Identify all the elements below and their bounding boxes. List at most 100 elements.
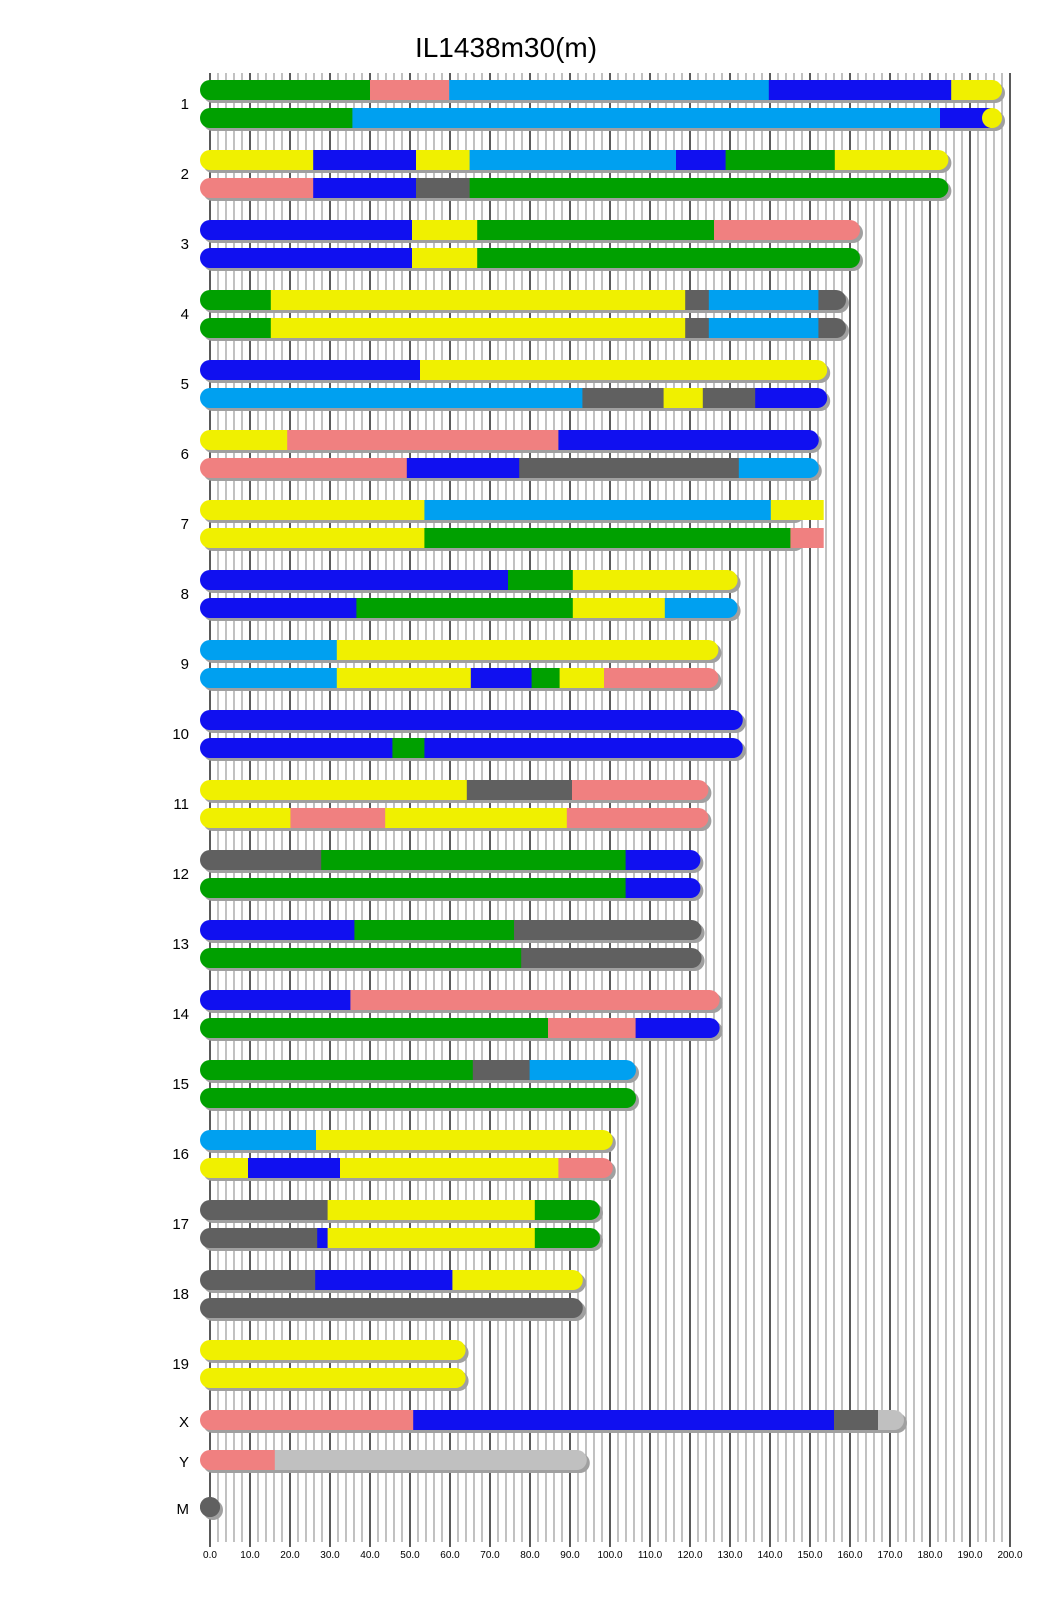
segment-P — [604, 668, 709, 688]
chromosome-7: 7 — [181, 500, 824, 551]
segment-B — [210, 990, 351, 1010]
haplotype-bar — [200, 710, 746, 733]
chromosome-y: Y — [179, 1450, 590, 1473]
chromosome-x: X — [179, 1410, 907, 1433]
segment-L — [424, 500, 772, 520]
segment-Y — [210, 528, 425, 548]
segment-B — [406, 458, 520, 478]
haplotype-bar — [200, 920, 705, 943]
chromosome-label: Y — [179, 1454, 189, 1471]
segment-Y — [210, 1340, 457, 1360]
haplotype-bar — [200, 1158, 616, 1181]
segment-D — [834, 1410, 879, 1430]
segment-L — [708, 290, 819, 310]
segment-P — [370, 80, 450, 100]
segment-S — [274, 1450, 578, 1470]
segment-Y — [452, 1270, 574, 1290]
segment-D — [210, 1200, 329, 1220]
segment-Y — [412, 248, 478, 268]
haplotype-bar — [200, 458, 822, 481]
segment-Y — [210, 500, 425, 520]
chromosome-label: 14 — [172, 1006, 189, 1023]
segment-D — [702, 388, 756, 408]
segment-L — [664, 598, 729, 618]
haplotype-bar — [200, 1368, 469, 1391]
chromosome-label: 9 — [181, 656, 189, 673]
chromosome-19: 19 — [172, 1340, 469, 1391]
x-axis-ticks: 0.0 10.0 20.0 30.0 40.0 50.0 60.0 70.0 80.0 90.0 1… — [203, 1550, 1023, 1561]
segment-D — [519, 458, 740, 478]
chromosome-18: 18 — [172, 1270, 586, 1321]
segment-Y — [385, 808, 568, 828]
segment-G — [210, 1088, 627, 1108]
segment-B — [210, 220, 413, 240]
haplotype-bar — [200, 738, 746, 761]
segment-D — [685, 318, 710, 338]
segment-B — [210, 570, 509, 590]
segment-Y — [210, 1368, 457, 1388]
haplotype-bar — [200, 990, 723, 1013]
segment-Y — [327, 1200, 536, 1220]
chromosome-label: 1 — [181, 96, 189, 113]
x-tick-label: 140.0 — [757, 1550, 782, 1561]
segment-B — [413, 1410, 835, 1430]
segment-B — [940, 108, 991, 128]
haplotype-bar — [200, 1298, 586, 1321]
chromosome-11: 11 — [173, 780, 712, 831]
haplotype-bar — [200, 1200, 603, 1223]
chromosome-14: 14 — [172, 990, 723, 1041]
segment-G — [210, 80, 371, 100]
segment-Y — [951, 80, 993, 100]
segment-B — [676, 150, 727, 170]
segment-D — [466, 780, 573, 800]
segment-Y — [663, 388, 704, 408]
segment-G — [210, 1018, 549, 1038]
segment-B — [470, 668, 533, 688]
haplotype-bar — [200, 570, 741, 593]
haplotype-bar — [200, 1018, 723, 1041]
segment-Y — [990, 108, 993, 128]
segment-D — [685, 290, 710, 310]
segment-Y — [270, 290, 686, 310]
segment-G — [354, 920, 515, 940]
segment-B — [210, 920, 355, 940]
chromosome-16: 16 — [172, 1130, 616, 1181]
segment-G — [477, 220, 715, 240]
chromosome-label: 17 — [172, 1216, 189, 1233]
x-tick-label: 190.0 — [957, 1550, 982, 1561]
chromosome-label: 11 — [173, 796, 189, 813]
haplotype-bar — [200, 808, 712, 831]
haplotype-bar — [200, 878, 704, 901]
chromosome-12: 12 — [172, 850, 704, 901]
chromosome-label: 4 — [181, 306, 189, 323]
segment-B — [313, 150, 417, 170]
segment-D — [210, 1270, 316, 1290]
haplotype-bar — [200, 178, 952, 201]
segment-P — [210, 178, 314, 198]
chromosome-13: 13 — [172, 920, 705, 971]
segment-Y — [210, 430, 288, 450]
segment-L — [210, 668, 338, 688]
segment-Y — [210, 150, 314, 170]
segment-L — [352, 108, 941, 128]
x-tick-label: 170.0 — [877, 1550, 902, 1561]
chromosome-label: 15 — [172, 1076, 189, 1093]
haplotype-bar — [200, 528, 824, 551]
segment-G — [534, 1200, 591, 1220]
haplotype-bar — [200, 150, 952, 173]
segment-G — [210, 948, 522, 968]
chromosome-2: 2 — [181, 150, 952, 201]
haplotype-bar — [200, 318, 849, 341]
segment-D — [818, 318, 837, 338]
segment-D — [472, 1060, 531, 1080]
haplotype-bar — [200, 248, 863, 271]
x-tick-label: 90.0 — [560, 1550, 580, 1561]
segment-L — [708, 318, 819, 338]
segment-P — [210, 1450, 276, 1470]
haplotype-bar — [200, 430, 822, 453]
segment-Y — [572, 570, 729, 590]
x-tick-label: 20.0 — [280, 1550, 300, 1561]
chromosome-5: 5 — [181, 360, 831, 411]
segment-B — [313, 178, 417, 198]
